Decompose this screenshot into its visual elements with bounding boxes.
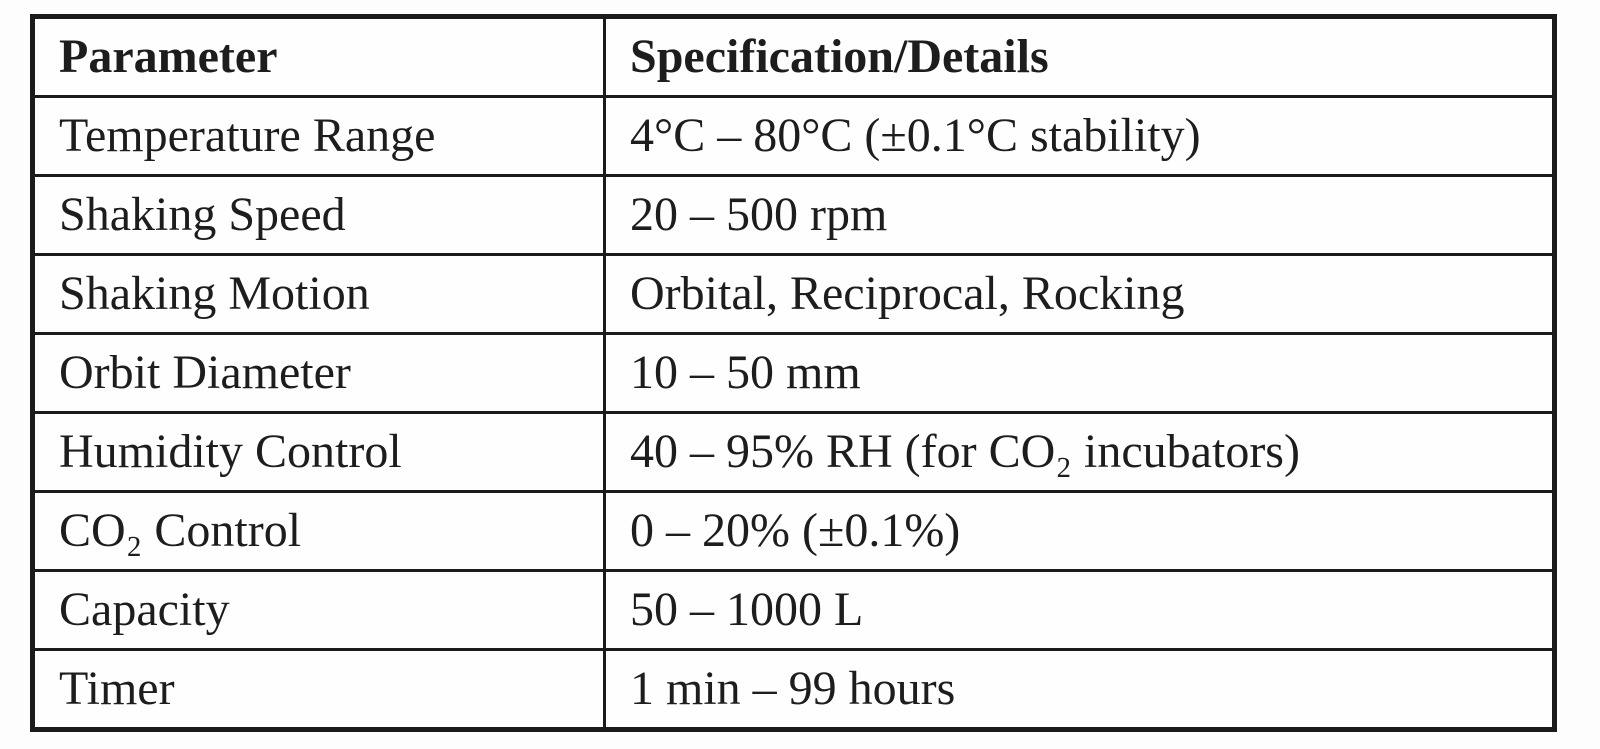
table-header-row: Parameter Specification/Details: [31, 15, 1556, 98]
specification-cell: 50 – 1000 L: [603, 569, 1556, 651]
specification-cell: Orbital, Reciprocal, Rocking: [603, 253, 1556, 335]
specifications-table: Parameter Specification/Details Temperat…: [30, 14, 1557, 732]
parameter-cell: Orbit Diameter: [31, 332, 606, 414]
column-header-specification: Specification/Details: [603, 15, 1556, 98]
specification-cell: 4°C – 80°C (±0.1°C stability): [603, 95, 1556, 177]
table-row: Capacity 50 – 1000 L: [31, 569, 1556, 651]
table-row: Shaking Speed 20 – 500 rpm: [31, 174, 1556, 256]
table-row: Temperature Range 4°C – 80°C (±0.1°C sta…: [31, 95, 1556, 177]
table-row: Timer 1 min – 99 hours: [31, 648, 1556, 731]
table-row: Humidity Control 40 – 95% RH (for CO₂ in…: [31, 411, 1556, 493]
parameter-cell: Shaking Motion: [31, 253, 606, 335]
specification-cell: 1 min – 99 hours: [603, 648, 1556, 731]
parameter-cell: Capacity: [31, 569, 606, 651]
table-row: Orbit Diameter 10 – 50 mm: [31, 332, 1556, 414]
specification-cell: 10 – 50 mm: [603, 332, 1556, 414]
parameter-cell: Timer: [31, 648, 606, 731]
parameter-cell: Temperature Range: [31, 95, 606, 177]
parameter-cell: Humidity Control: [31, 411, 606, 493]
table-row: Shaking Motion Orbital, Reciprocal, Rock…: [31, 253, 1556, 335]
specification-cell: 40 – 95% RH (for CO₂ incubators): [603, 411, 1556, 493]
specification-cell: 20 – 500 rpm: [603, 174, 1556, 256]
specification-cell: 0 – 20% (±0.1%): [603, 490, 1556, 572]
parameter-cell: CO₂ Control: [31, 490, 606, 572]
parameter-cell: Shaking Speed: [31, 174, 606, 256]
column-header-parameter: Parameter: [31, 15, 606, 98]
table-row: CO₂ Control 0 – 20% (±0.1%): [31, 490, 1556, 572]
